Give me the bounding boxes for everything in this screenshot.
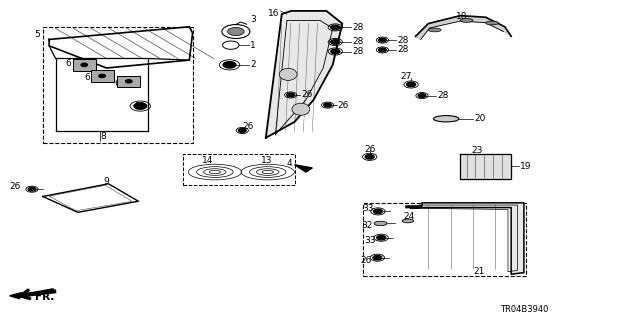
Text: 16: 16 bbox=[268, 9, 280, 18]
Circle shape bbox=[379, 48, 387, 52]
Text: 28: 28 bbox=[397, 45, 409, 54]
Text: 20: 20 bbox=[474, 114, 486, 123]
Text: 6: 6 bbox=[65, 59, 71, 68]
Text: FR.: FR. bbox=[35, 292, 54, 302]
Ellipse shape bbox=[460, 19, 473, 22]
Ellipse shape bbox=[433, 116, 459, 122]
Bar bbox=[364, 203, 526, 276]
Text: 18: 18 bbox=[456, 12, 467, 21]
Text: 24: 24 bbox=[404, 212, 415, 221]
Polygon shape bbox=[406, 203, 524, 274]
Ellipse shape bbox=[374, 221, 387, 226]
Ellipse shape bbox=[279, 68, 297, 80]
Polygon shape bbox=[266, 11, 342, 138]
Bar bbox=[117, 76, 140, 87]
Text: 26: 26 bbox=[338, 100, 349, 110]
Text: 28: 28 bbox=[352, 23, 364, 32]
Bar bbox=[91, 70, 113, 82]
Text: 23: 23 bbox=[472, 146, 483, 155]
Text: 3: 3 bbox=[250, 15, 255, 24]
Text: 28: 28 bbox=[352, 37, 364, 46]
Text: 8: 8 bbox=[100, 132, 106, 141]
Circle shape bbox=[373, 255, 382, 260]
Text: 33: 33 bbox=[363, 204, 374, 213]
Text: 14: 14 bbox=[202, 156, 214, 164]
Text: 32: 32 bbox=[362, 220, 373, 229]
Text: 33: 33 bbox=[364, 236, 376, 245]
Circle shape bbox=[365, 155, 374, 159]
Circle shape bbox=[374, 209, 383, 214]
Text: 1: 1 bbox=[250, 41, 255, 50]
Circle shape bbox=[331, 40, 340, 44]
Bar bbox=[43, 27, 193, 142]
Polygon shape bbox=[294, 165, 312, 172]
Ellipse shape bbox=[402, 219, 413, 223]
Circle shape bbox=[223, 62, 236, 68]
Ellipse shape bbox=[486, 21, 499, 25]
Text: 26: 26 bbox=[364, 145, 376, 154]
Circle shape bbox=[324, 103, 332, 107]
Circle shape bbox=[377, 236, 386, 240]
Ellipse shape bbox=[428, 28, 441, 32]
Circle shape bbox=[406, 82, 415, 87]
Polygon shape bbox=[10, 292, 22, 299]
Text: 19: 19 bbox=[520, 162, 532, 171]
Polygon shape bbox=[415, 16, 511, 39]
Text: TR04B3940: TR04B3940 bbox=[500, 305, 548, 314]
Text: 21: 21 bbox=[474, 267, 485, 276]
Circle shape bbox=[331, 25, 340, 30]
Text: 26: 26 bbox=[10, 182, 21, 191]
Text: 2: 2 bbox=[250, 60, 255, 69]
Text: 9: 9 bbox=[104, 177, 109, 186]
Polygon shape bbox=[460, 154, 511, 179]
Circle shape bbox=[134, 103, 147, 109]
Text: 28: 28 bbox=[437, 91, 449, 100]
Circle shape bbox=[28, 187, 36, 191]
Circle shape bbox=[287, 93, 294, 97]
Text: 28: 28 bbox=[397, 36, 409, 44]
Circle shape bbox=[379, 38, 387, 42]
Text: 5: 5 bbox=[35, 30, 40, 39]
Circle shape bbox=[125, 80, 132, 83]
Circle shape bbox=[239, 129, 246, 132]
Text: 31: 31 bbox=[134, 101, 146, 111]
Text: 6: 6 bbox=[115, 79, 120, 88]
Circle shape bbox=[418, 94, 426, 98]
Text: 4: 4 bbox=[287, 159, 292, 168]
Text: 26: 26 bbox=[243, 122, 253, 131]
Ellipse shape bbox=[292, 103, 310, 115]
Bar bbox=[183, 154, 294, 185]
Bar bbox=[73, 59, 96, 70]
Polygon shape bbox=[19, 290, 56, 297]
Circle shape bbox=[81, 63, 88, 67]
Text: 28: 28 bbox=[352, 47, 364, 56]
Circle shape bbox=[228, 28, 244, 36]
Circle shape bbox=[99, 74, 105, 77]
Circle shape bbox=[331, 49, 340, 54]
Text: 26: 26 bbox=[301, 91, 312, 100]
Text: 6: 6 bbox=[84, 73, 90, 82]
Text: 27: 27 bbox=[401, 72, 412, 81]
Text: 26: 26 bbox=[360, 256, 372, 265]
Text: 13: 13 bbox=[261, 156, 273, 164]
